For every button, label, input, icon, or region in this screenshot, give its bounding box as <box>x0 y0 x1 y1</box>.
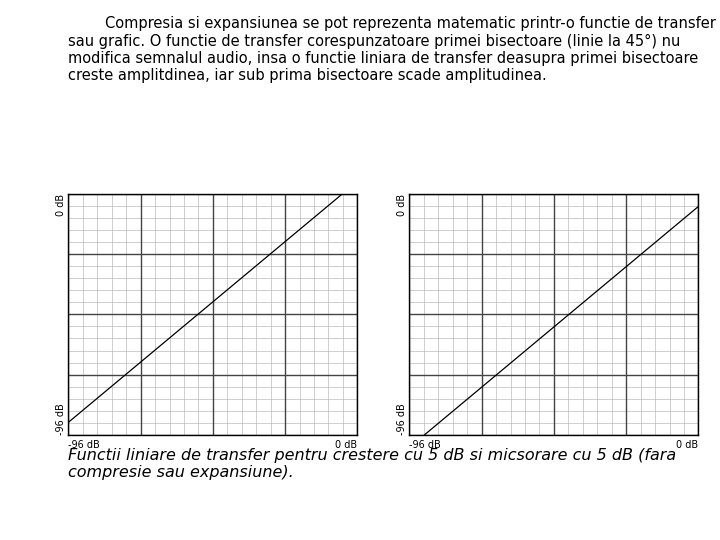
Text: -96 dB: -96 dB <box>55 403 66 435</box>
Text: Compresia si expansiunea se pot reprezenta matematic printr-o functie de transfe: Compresia si expansiunea se pot reprezen… <box>68 16 716 83</box>
Text: Functii liniare de transfer pentru crestere cu 5 dB si micsorare cu 5 dB (fara
c: Functii liniare de transfer pentru crest… <box>68 448 677 480</box>
Text: 0 dB: 0 dB <box>336 440 357 450</box>
Text: 0 dB: 0 dB <box>676 440 698 450</box>
Text: 0 dB: 0 dB <box>397 194 407 216</box>
Text: 0 dB: 0 dB <box>55 194 66 216</box>
Text: -96 dB: -96 dB <box>397 403 407 435</box>
Text: -96 dB: -96 dB <box>410 440 441 450</box>
Text: -96 dB: -96 dB <box>68 440 100 450</box>
